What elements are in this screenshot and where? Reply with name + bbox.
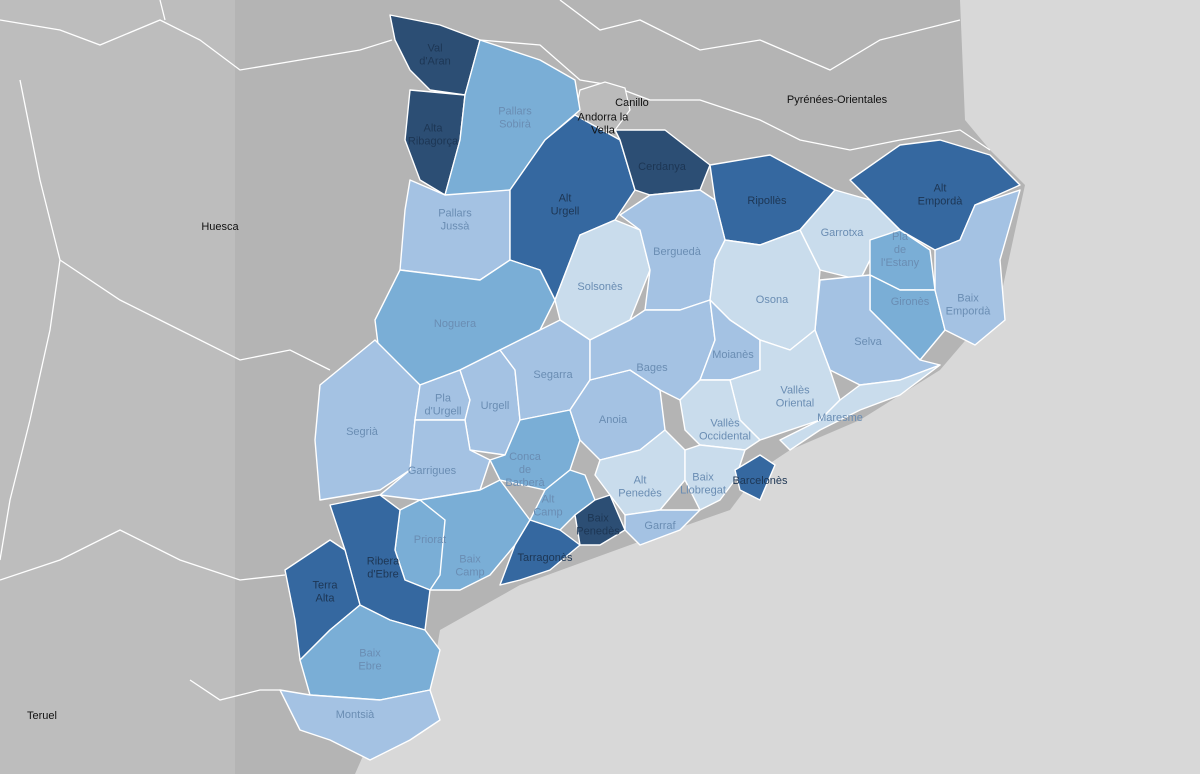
region <box>729 329 841 441</box>
region-label: Anoia <box>599 414 628 426</box>
region-label: Alt <box>634 474 647 486</box>
region-label: Urgell <box>481 400 510 412</box>
sea <box>355 0 1200 774</box>
region-label: Pallars <box>498 105 532 117</box>
region-label: Solsonès <box>577 281 623 293</box>
region-label: Baix <box>587 512 609 524</box>
region-label: d'Urgell <box>425 405 462 417</box>
border-line <box>189 679 280 701</box>
region-label: Alt <box>934 182 947 194</box>
place-label: Teruel <box>27 710 57 722</box>
region <box>934 189 1021 346</box>
region-label: Noguera <box>434 318 477 330</box>
region <box>779 364 941 451</box>
region-label: Camp <box>455 566 484 578</box>
place-label: Vella <box>591 124 616 136</box>
region-label: Conca <box>509 451 542 463</box>
region-label: Maresme <box>817 412 863 424</box>
region-label: d'Ebre <box>367 568 398 580</box>
region-label: d'Aran <box>419 55 450 67</box>
region-label: Barcelonès <box>732 475 788 487</box>
region-label: Segarra <box>533 369 573 381</box>
region-label: Ribagorça <box>408 135 459 147</box>
region-label: Vallès <box>780 384 810 396</box>
region-label: Osona <box>756 294 789 306</box>
place-label: Pyrénées-Orientales <box>787 94 888 106</box>
region-label: Tarragonès <box>517 552 573 564</box>
border-line <box>0 79 61 561</box>
place-label: Huesca <box>201 221 239 233</box>
region-label: Pla <box>892 231 909 243</box>
region-label: Pla <box>435 392 452 404</box>
region <box>279 689 441 761</box>
border-line <box>0 19 393 71</box>
region-label: Penedès <box>576 525 620 537</box>
region <box>684 444 746 511</box>
region-label: Penedès <box>618 487 662 499</box>
region-label: Baix <box>359 647 381 659</box>
region-label: Alta <box>316 592 336 604</box>
region <box>679 379 761 451</box>
region-label: Gironès <box>891 296 930 308</box>
region-label: Alt <box>559 192 572 204</box>
region <box>594 429 686 516</box>
region-label: Occidental <box>699 430 751 442</box>
region-label: Alta <box>424 122 444 134</box>
region-label: Moianès <box>712 349 754 361</box>
region-label: Garrigues <box>408 465 457 477</box>
region-label: Garraf <box>644 520 676 532</box>
region-label: Baix <box>957 292 979 304</box>
region-label: Urgell <box>551 205 580 217</box>
place-label: Canillo <box>615 97 649 109</box>
region-label: Montsià <box>336 709 375 721</box>
border-line <box>479 39 991 151</box>
border-line <box>559 0 961 71</box>
region-label: Ribera <box>367 555 400 567</box>
region-label: Pallars <box>438 207 472 219</box>
region-label: l'Estany <box>881 257 920 269</box>
region-label: Llobregat <box>680 484 726 496</box>
region-label: Ebre <box>358 660 381 672</box>
region <box>499 519 581 586</box>
region-label: Baix <box>459 553 481 565</box>
region-label: Baix <box>692 471 714 483</box>
region-label: Empordà <box>946 305 992 317</box>
land-band <box>0 0 235 774</box>
region-label: Selva <box>854 336 882 348</box>
region-label: Terra <box>312 579 338 591</box>
region-label: de <box>894 244 906 256</box>
region-label: Cerdanya <box>638 161 687 173</box>
regions <box>279 14 1021 761</box>
region-label: Empordà <box>918 195 964 207</box>
region-label: Bages <box>636 362 668 374</box>
region-label: Vallès <box>710 417 740 429</box>
region-label: Priorat <box>414 534 446 546</box>
border-line <box>0 529 286 581</box>
region-label: Oriental <box>776 397 815 409</box>
region-label: Ripollès <box>747 195 787 207</box>
region-label: Sobirà <box>499 118 532 130</box>
region-label: Barberà <box>505 477 545 489</box>
border-line <box>59 259 331 371</box>
labels: Vald'AranAltaRibagorçaPallarsSobiràPalla… <box>27 42 991 722</box>
region-label: Camp <box>533 506 562 518</box>
place-label: Andorra la <box>578 111 630 123</box>
region-label: Val <box>427 42 442 54</box>
region <box>389 14 481 96</box>
region-label: Segrià <box>346 426 379 438</box>
border-line <box>159 0 166 21</box>
region-label: Alt <box>542 493 555 505</box>
region-label: de <box>519 464 531 476</box>
region <box>734 454 776 501</box>
region <box>624 509 701 546</box>
region-label: Jussà <box>441 220 471 232</box>
region-label: Garrotxa <box>821 227 865 239</box>
region-label: Berguedà <box>653 246 702 258</box>
